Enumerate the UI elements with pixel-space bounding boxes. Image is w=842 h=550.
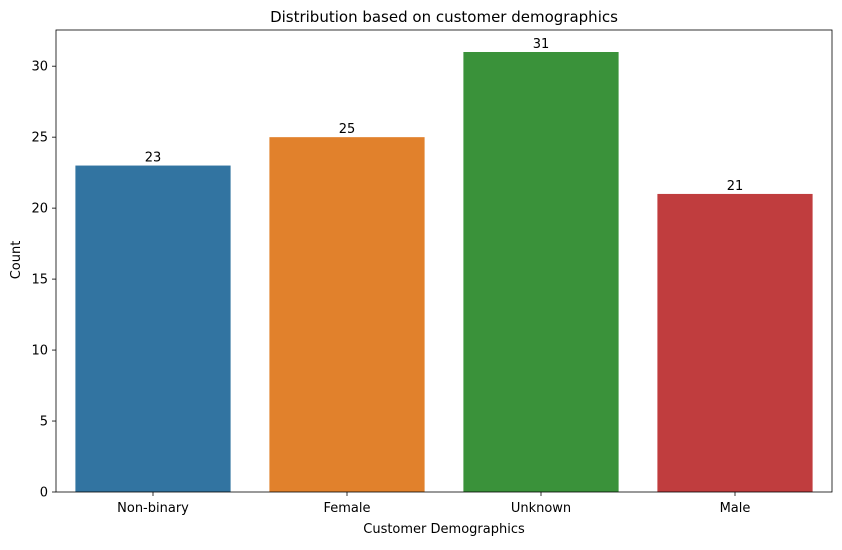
y-tick-label: 15 <box>31 273 48 288</box>
x-axis: Non-binary Female Unknown Male <box>117 492 750 516</box>
y-tick-label: 5 <box>40 415 48 430</box>
data-label-non-binary: 23 <box>145 151 162 166</box>
chart-title: Distribution based on customer demograph… <box>270 8 618 26</box>
bar-female <box>269 137 425 492</box>
y-tick-label: 20 <box>31 202 48 217</box>
x-tick-label-female: Female <box>323 501 370 516</box>
plot-frame <box>55 29 833 493</box>
bar-non-binary <box>75 165 231 492</box>
x-tick-label-unknown: Unknown <box>511 501 571 516</box>
bar-unknown <box>463 52 619 492</box>
y-axis: 0 5 10 15 20 25 30 <box>31 60 56 501</box>
bar-male <box>657 193 813 492</box>
y-tick-label: 0 <box>40 486 48 501</box>
y-tick-label: 30 <box>31 60 48 75</box>
y-tick-label: 10 <box>31 344 48 359</box>
y-axis-label: Count <box>9 241 24 280</box>
x-tick-label-male: Male <box>720 501 751 516</box>
x-tick-label-non-binary: Non-binary <box>117 501 189 516</box>
bars-layer: 23 25 31 21 <box>75 37 813 492</box>
y-tick-label: 25 <box>31 131 48 146</box>
x-axis-label: Customer Demographics <box>363 522 525 537</box>
data-label-male: 21 <box>727 179 744 194</box>
data-label-unknown: 31 <box>533 37 550 52</box>
data-label-female: 25 <box>339 122 356 137</box>
